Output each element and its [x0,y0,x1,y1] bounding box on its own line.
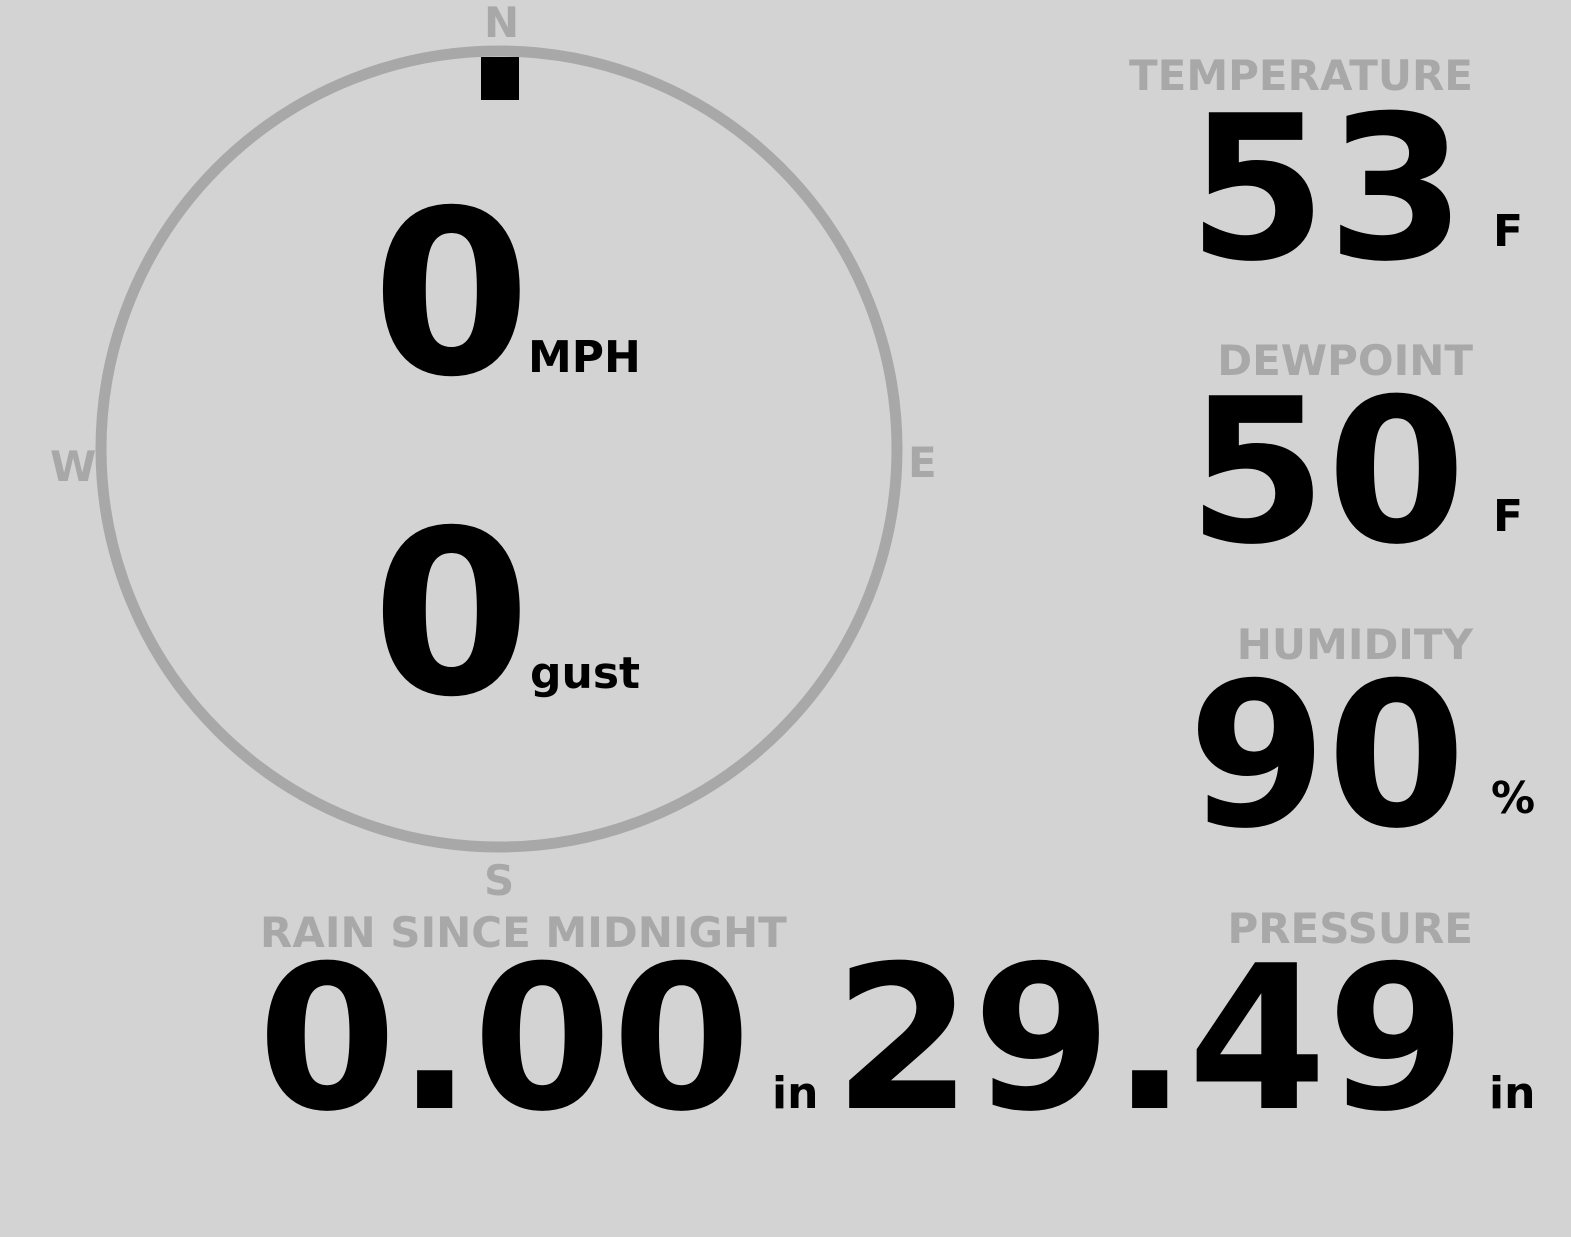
rain-label: RAIN SINCE MIDNIGHT [260,908,787,957]
dewpoint-value: 50 [1187,356,1466,589]
compass-north-label: N [484,0,520,47]
wind-speed-unit: MPH [528,332,641,383]
compass-east-label: E [908,438,937,487]
wind-compass [95,45,903,853]
temperature-value: 53 [1187,73,1466,306]
wind-gust-unit: gust [530,648,641,699]
wind-speed-value: 0 [372,161,531,427]
wind-gust-value: 0 [372,481,531,747]
humidity-unit: % [1491,773,1536,824]
pressure-label: PRESSURE [1227,904,1473,953]
rain-value: 0.00 [257,923,751,1156]
humidity-card: HUMIDITY [1237,624,1473,666]
pressure-card: PRESSURE [1227,908,1473,950]
dewpoint-card: DEWPOINT [1217,340,1473,382]
pressure-value: 29.49 [833,923,1466,1156]
pressure-unit: in [1489,1068,1536,1119]
temperature-unit: F [1493,206,1524,257]
temperature-label: TEMPERATURE [1129,51,1473,100]
humidity-value: 90 [1187,640,1466,873]
rain-unit: in [772,1068,819,1119]
wind-direction-marker [481,57,519,100]
compass-ring [95,45,903,853]
dewpoint-label: DEWPOINT [1217,336,1473,385]
compass-west-label: W [50,442,97,491]
humidity-label: HUMIDITY [1236,620,1473,669]
dewpoint-unit: F [1493,491,1524,542]
temperature-card: TEMPERATURE [1129,55,1473,97]
compass-south-label: S [484,856,515,905]
